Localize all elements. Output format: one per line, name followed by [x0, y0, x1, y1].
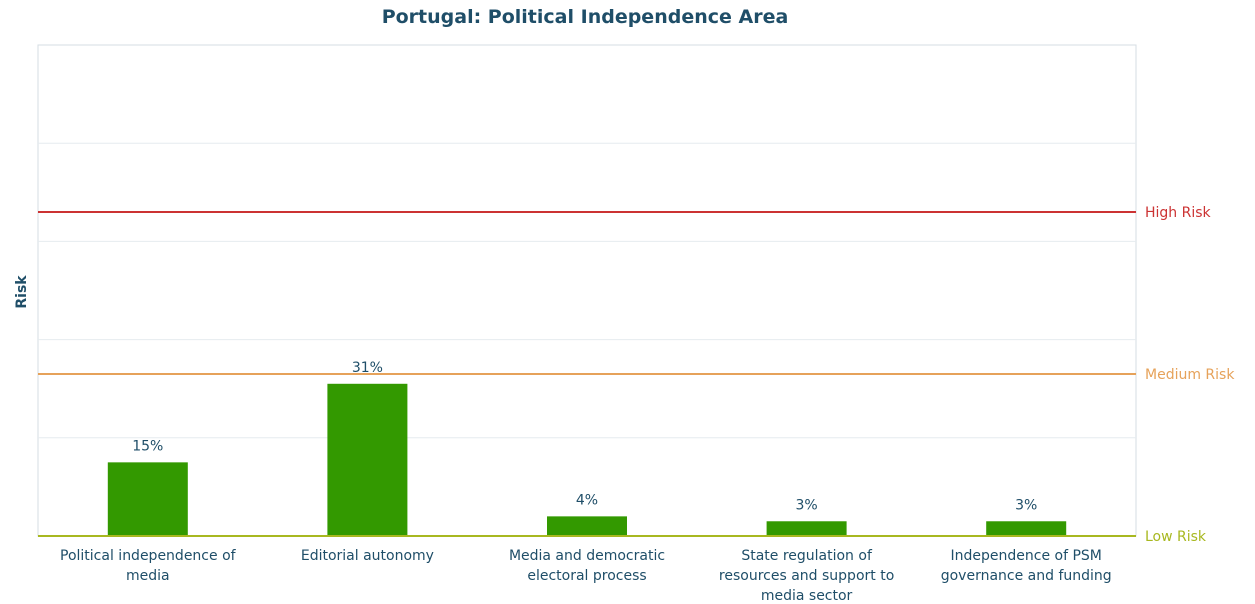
x-tick-label: Independence of PSM — [951, 548, 1102, 564]
data-label: 3% — [795, 497, 817, 513]
x-tick-label: State regulation of — [741, 548, 873, 564]
x-tick-label: electoral process — [527, 568, 646, 584]
plot-frame — [37, 44, 1137, 537]
threshold-label: Medium Risk — [1145, 367, 1235, 383]
bar — [547, 516, 627, 536]
x-tick-label: media — [126, 568, 170, 584]
bar — [986, 521, 1067, 536]
x-tick-label: governance and funding — [941, 568, 1112, 584]
x-tick-label: resources and support to — [719, 568, 894, 584]
x-tick-label: Editorial autonomy — [301, 548, 434, 564]
threshold-label: Low Risk — [1145, 529, 1207, 545]
x-tick-label: Political independence of — [60, 548, 237, 564]
data-label: 3% — [1015, 497, 1037, 513]
data-label: 31% — [352, 360, 383, 376]
x-tick-label: media sector — [761, 588, 853, 604]
bar — [327, 383, 408, 536]
bar — [766, 521, 847, 536]
bar — [107, 462, 188, 536]
data-label: 15% — [132, 438, 163, 454]
data-label: 4% — [576, 492, 598, 508]
threshold-label: High Risk — [1145, 205, 1212, 221]
x-tick-label: Media and democratic — [509, 548, 665, 564]
chart-title: Portugal: Political Independence Area — [381, 6, 789, 28]
